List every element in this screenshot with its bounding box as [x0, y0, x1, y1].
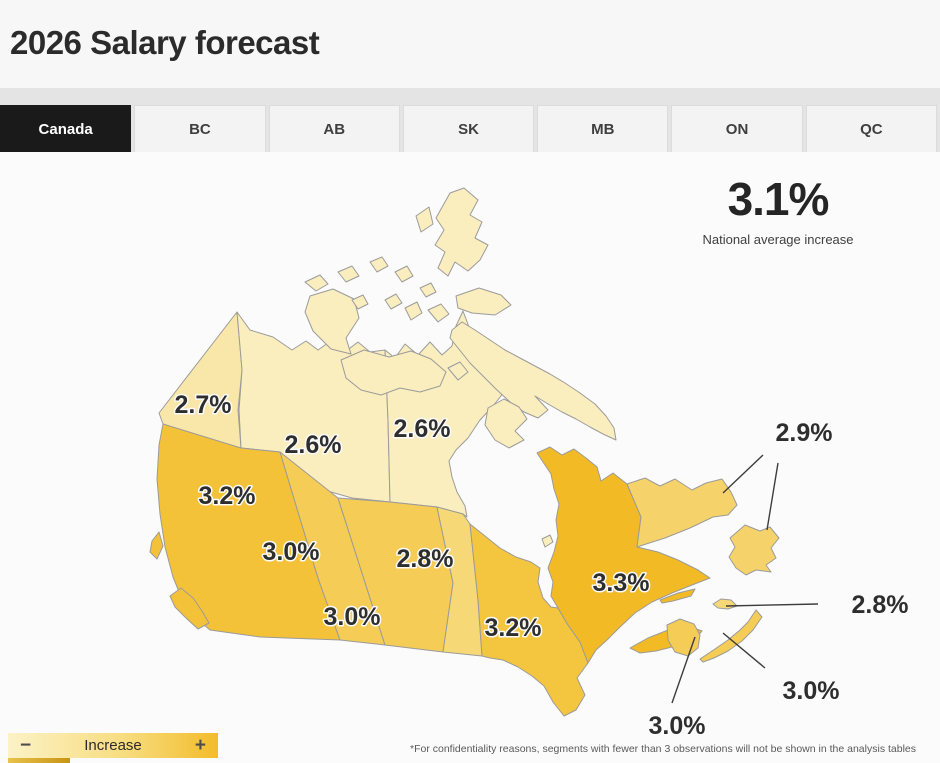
label-nb: 3.0% [649, 712, 706, 740]
tab-sk[interactable]: SK [402, 105, 535, 152]
label-pe: 2.8% [852, 591, 909, 619]
legend-cropped-bar [8, 758, 70, 763]
island-parry-4 [394, 265, 414, 283]
island-somerset [427, 303, 450, 323]
island-small-3 [419, 282, 437, 298]
arctic-archipelago [304, 187, 617, 548]
region-nova-scotia[interactable] [699, 609, 763, 663]
region-newfoundland-island[interactable] [728, 524, 780, 576]
island-axel-heiberg [415, 206, 434, 233]
canada-choropleth-map: 2.7% 2.6% 2.6% 3.2% 3.0% 3.0% 2.8% 3.2% … [149, 187, 910, 742]
label-mb: 2.8% [397, 545, 454, 573]
label-qc: 3.3% [593, 569, 650, 597]
leader-line-pe [725, 603, 819, 607]
tab-qc[interactable]: QC [805, 105, 937, 152]
island-haida-gwaii [149, 531, 164, 560]
tab-mb[interactable]: MB [537, 105, 669, 152]
label-yt: 2.7% [175, 391, 232, 419]
tab-bc[interactable]: BC [134, 105, 266, 152]
island-parry-2 [337, 265, 360, 283]
legend-minus-button[interactable]: − [20, 735, 32, 756]
island-prince-of-wales [404, 301, 423, 321]
tab-canada[interactable]: Canada [0, 105, 132, 152]
leader-line-ns [722, 632, 766, 669]
region-labrador[interactable] [626, 477, 738, 548]
island-parry-3 [369, 256, 389, 273]
national-average-stat: 3.1% National average increase [668, 172, 888, 247]
leader-line-nb [671, 636, 696, 704]
tab-ab[interactable]: AB [268, 105, 400, 152]
confidentiality-footnote: *For confidentiality reasons, segments w… [409, 743, 916, 755]
label-nu: 2.6% [394, 415, 451, 443]
map-canvas: 2.7% 2.6% 2.6% 3.2% 3.0% 3.0% 2.8% 3.2% … [0, 152, 940, 763]
leader-line-nl-labrador [722, 454, 764, 494]
increase-color-legend: − Increase + [8, 733, 218, 758]
label-bc: 3.2% [199, 482, 256, 510]
page-title: 2026 Salary forecast [10, 24, 320, 61]
page-header: 2026 Salary forecast [0, 0, 940, 88]
national-average-caption: National average increase [702, 232, 854, 247]
label-nt: 2.6% [285, 431, 342, 459]
label-sk: 3.0% [324, 603, 381, 631]
island-victoria [340, 349, 447, 396]
label-nl: 2.9% [776, 419, 833, 447]
national-average-value: 3.1% [727, 173, 830, 225]
leader-line-nl-island [766, 462, 779, 531]
label-ab: 3.0% [263, 538, 320, 566]
province-tab-bar: Canada BC AB SK MB ON QC [0, 88, 940, 152]
region-prince-edward-island[interactable] [712, 598, 738, 610]
region-newfoundland-labrador-group [626, 477, 780, 576]
legend-label: Increase [84, 737, 142, 754]
island-southampton [484, 398, 528, 449]
island-anticosti [659, 588, 696, 604]
label-ns: 3.0% [783, 677, 840, 705]
island-ellesmere [434, 187, 489, 277]
island-small-1 [351, 294, 369, 310]
island-parry-1 [304, 274, 329, 292]
label-on: 3.2% [485, 614, 542, 642]
region-quebec[interactable] [536, 446, 711, 664]
island-banks [304, 288, 360, 355]
region-ontario[interactable] [469, 523, 589, 717]
island-king-william [447, 361, 469, 381]
tab-on[interactable]: ON [671, 105, 803, 152]
legend-plus-button[interactable]: + [194, 735, 206, 756]
island-baffin [449, 321, 617, 441]
island-devon [455, 287, 512, 316]
island-small-2 [384, 293, 403, 310]
island-akimiski [541, 534, 554, 548]
island-vancouver [169, 587, 210, 630]
